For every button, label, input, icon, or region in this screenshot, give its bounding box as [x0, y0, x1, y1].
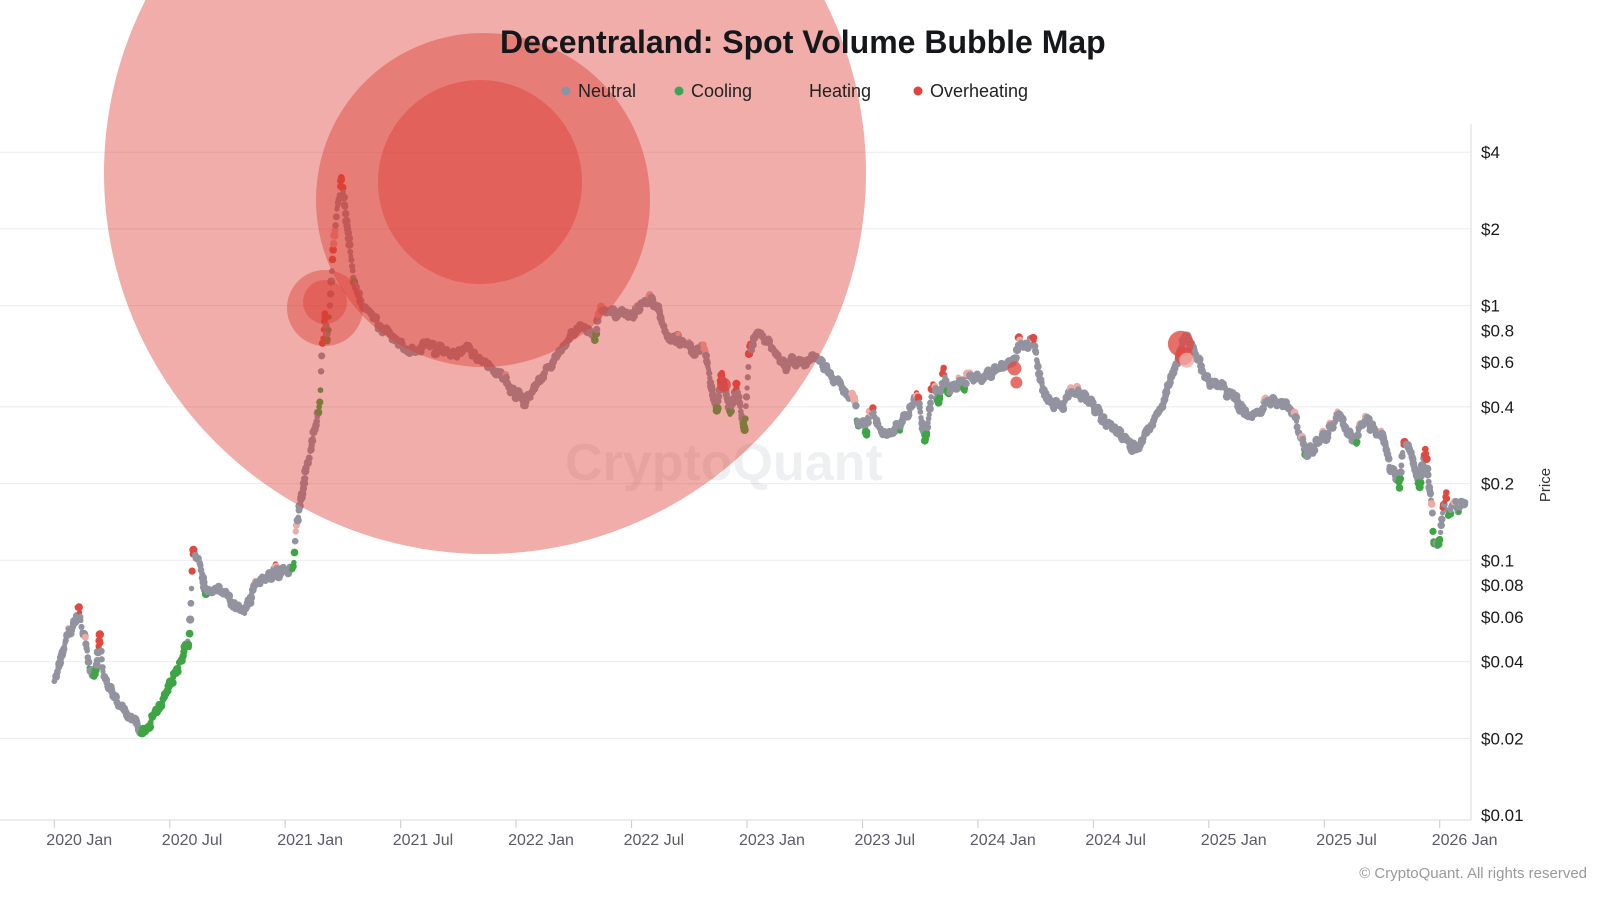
- svg-text:2020 Jul: 2020 Jul: [162, 832, 223, 849]
- svg-text:2026 Jan: 2026 Jan: [1432, 832, 1498, 849]
- svg-text:2023 Jan: 2023 Jan: [739, 832, 805, 849]
- svg-text:Decentraland: Spot Volume Bubb: Decentraland: Spot Volume Bubble Map: [500, 24, 1106, 60]
- svg-text:$0.6: $0.6: [1481, 353, 1514, 372]
- svg-text:Overheating: Overheating: [930, 81, 1028, 101]
- svg-text:2024 Jan: 2024 Jan: [970, 832, 1036, 849]
- svg-text:$0.04: $0.04: [1481, 653, 1524, 672]
- svg-text:2022 Jan: 2022 Jan: [508, 832, 574, 849]
- svg-text:$0.8: $0.8: [1481, 321, 1514, 340]
- svg-text:$0.1: $0.1: [1481, 551, 1514, 570]
- svg-text:$0.01: $0.01: [1481, 806, 1524, 825]
- svg-text:$0.08: $0.08: [1481, 576, 1524, 595]
- svg-text:$1: $1: [1481, 297, 1500, 316]
- svg-text:2025 Jul: 2025 Jul: [1316, 832, 1377, 849]
- svg-text:2023 Jul: 2023 Jul: [855, 832, 916, 849]
- svg-text:Price: Price: [1537, 468, 1554, 502]
- svg-text:2024 Jul: 2024 Jul: [1085, 832, 1146, 849]
- svg-text:$0.2: $0.2: [1481, 475, 1514, 494]
- svg-text:Cooling: Cooling: [691, 81, 752, 101]
- svg-text:2020 Jan: 2020 Jan: [46, 832, 112, 849]
- svg-text:$0.06: $0.06: [1481, 608, 1524, 627]
- svg-text:2021 Jan: 2021 Jan: [277, 832, 343, 849]
- svg-text:$0.02: $0.02: [1481, 729, 1524, 748]
- svg-text:$2: $2: [1481, 220, 1500, 239]
- svg-text:2022 Jul: 2022 Jul: [624, 832, 685, 849]
- svg-text:$4: $4: [1481, 143, 1500, 162]
- svg-text:$0.4: $0.4: [1481, 398, 1514, 417]
- svg-text:2021 Jul: 2021 Jul: [393, 832, 454, 849]
- svg-text:Heating: Heating: [809, 81, 871, 101]
- svg-text:© CryptoQuant. All rights rese: © CryptoQuant. All rights reserved: [1359, 865, 1587, 882]
- svg-text:2025 Jan: 2025 Jan: [1201, 832, 1267, 849]
- svg-text:Neutral: Neutral: [578, 81, 636, 101]
